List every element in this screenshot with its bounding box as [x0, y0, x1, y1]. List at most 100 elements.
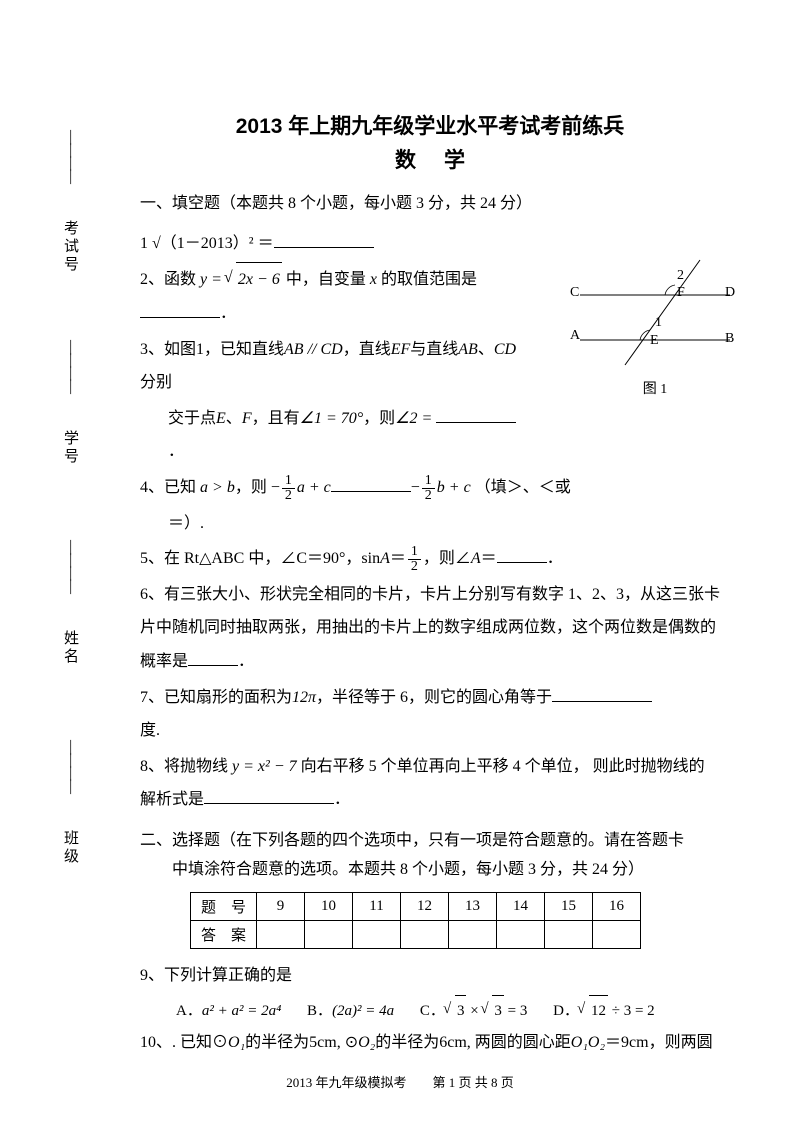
- q2-c: 的取值范围是: [381, 271, 477, 288]
- sqrt-icon: 12: [579, 995, 608, 1026]
- fig-lbl-1: 1: [655, 315, 662, 331]
- page-subtitle: 数学: [140, 144, 720, 174]
- table-cell: [401, 921, 449, 949]
- q5-d: ＝: [481, 550, 497, 567]
- q5-a: 5、在 Rt△ABC 中，∠C＝90°，sin: [140, 550, 380, 567]
- frac-n: 1: [408, 545, 421, 560]
- table-cell: 11: [353, 893, 401, 921]
- sqrt-icon: 2x − 6: [226, 262, 282, 297]
- q2-a: 2、函数: [140, 271, 200, 288]
- frac-d: 2: [422, 489, 435, 503]
- table-row: 题 号 9 10 11 12 13 14 15 16: [191, 893, 641, 921]
- q4-d: ＝）.: [168, 515, 204, 532]
- q4-c: （填＞、＜或: [475, 479, 571, 496]
- fig-lbl-b: B: [725, 331, 734, 347]
- table-cell: [545, 921, 593, 949]
- q2-root: 2x − 6: [236, 262, 282, 297]
- question-5: 5、在 Rt△ABC 中，∠C＝90°，sinA＝12，则∠A＝．: [140, 542, 720, 576]
- question-3-line2: 交于点E、F，且有∠1 = 70°，则∠2 = ．: [140, 402, 520, 469]
- frac-n: 1: [282, 474, 295, 489]
- q3-g: 、: [226, 410, 242, 427]
- page-footer: 2013 年九年级模拟考 第 1 页 共 8 页: [0, 1072, 800, 1091]
- opt-lbl: D．: [553, 1003, 579, 1019]
- page-title: 2013 年上期九年级学业水平考试考前练兵: [140, 110, 720, 140]
- sqrt-body: 3: [492, 995, 504, 1026]
- q7-c: 度.: [140, 722, 160, 739]
- blank: [497, 547, 547, 563]
- frac-d: 2: [408, 560, 421, 574]
- table-cell: 9: [257, 893, 305, 921]
- table-cell: 15: [545, 893, 593, 921]
- q10-a: 10、. 已知⊙: [140, 1034, 228, 1051]
- blank: [274, 232, 374, 248]
- q3-a: 3、如图1，已知直线: [140, 341, 284, 358]
- frac-n: 1: [422, 474, 435, 489]
- question-10: 10、. 已知⊙O₁的半径为5cm, ⊙O₂的半径为6cm, 两圆的圆心距O₁O…: [140, 1026, 720, 1060]
- q3-f: 交于点: [168, 410, 216, 427]
- q3-ang2: ∠2 =: [395, 410, 432, 427]
- table-header: 题 号: [191, 893, 257, 921]
- fig-lbl-2: 2: [677, 268, 684, 284]
- opt-lbl: B．: [307, 1003, 332, 1019]
- question-7: 7、已知扇形的面积为12π，半径等于 6，则它的圆心角等于度.: [140, 681, 720, 748]
- opt-eq: ÷ 3 = 2: [608, 1003, 655, 1019]
- q3-d: 、: [478, 341, 494, 358]
- table-cell: 13: [449, 893, 497, 921]
- q3-abcd: AB // CD: [284, 341, 343, 358]
- q10-o1o2: O₁O₂: [571, 1034, 605, 1051]
- opt-eq: = 3: [504, 1003, 527, 1019]
- q4-b: ，则: [235, 479, 271, 496]
- blank: [140, 302, 220, 318]
- q2-b: 中，自变量: [286, 271, 370, 288]
- q3-c: 与直线: [410, 341, 458, 358]
- q4-mid1: a + c: [297, 479, 331, 496]
- table-cell: 14: [497, 893, 545, 921]
- section2-head: 二、选择题（在下列各题的四个选项中，只有一项是符合题意的。请在答题卡 中填涂符合…: [140, 827, 720, 885]
- q5-b: ＝: [390, 550, 406, 567]
- q2-x: x: [370, 271, 377, 288]
- q3-b: ，直线: [343, 341, 391, 358]
- question-6: 6、有三张大小、形状完全相同的卡片，卡片上分别写有数字 1、2、3，从这三张卡片…: [140, 578, 720, 679]
- table-cell: [497, 921, 545, 949]
- q4-mid2: b + c: [437, 479, 471, 496]
- sqrt-body: 12: [589, 995, 608, 1026]
- q3-e: 分别: [140, 374, 172, 391]
- answer-table: 题 号 9 10 11 12 13 14 15 16 答 案: [190, 892, 641, 949]
- table-cell: [305, 921, 353, 949]
- fraction: 12: [422, 474, 435, 503]
- q7-b: ，半径等于 6，则它的圆心角等于: [316, 689, 552, 706]
- q10-c: 的半径为6cm, 两圆的圆心距: [375, 1034, 571, 1051]
- table-cell: 10: [305, 893, 353, 921]
- fig-lbl-f: F: [677, 285, 685, 301]
- fig-lbl-d: D: [725, 285, 735, 301]
- q7-a: 7、已知扇形的面积为: [140, 689, 292, 706]
- q3-h: ，且有: [252, 410, 300, 427]
- q8-a: 8、将抛物线: [140, 758, 232, 775]
- sqrt-icon: 3: [445, 995, 467, 1026]
- table-header: 答 案: [191, 921, 257, 949]
- q4-agtb: a > b: [200, 479, 235, 496]
- opt-txt: (2a)² = 4a: [332, 1003, 394, 1019]
- q1-text: 1 √（1－2013）² ＝: [140, 235, 274, 252]
- opt-d: D． 12 ÷ 3 = 2: [553, 995, 655, 1026]
- table-cell: [593, 921, 641, 949]
- q5-A2: A: [471, 550, 481, 567]
- q4-a: 4、已知: [140, 479, 200, 496]
- fig-lbl-c: C: [570, 285, 579, 301]
- table-cell: [449, 921, 497, 949]
- question-4-line2: ＝）.: [140, 507, 720, 541]
- sqrt-icon: 3: [482, 995, 504, 1026]
- table-cell: [353, 921, 401, 949]
- fraction: 12: [282, 474, 295, 503]
- q3-ang1: ∠1 = 70°: [300, 410, 364, 427]
- blank: [436, 407, 516, 423]
- table-cell: [257, 921, 305, 949]
- opt-txt: a² + a² = 2a⁴: [202, 1003, 281, 1019]
- q8-expr: y = x² − 7: [232, 758, 297, 775]
- page: 2013 年上期九年级学业水平考试考前练兵 数学 一、填空题（本题共 8 个小题…: [0, 0, 800, 1112]
- blank: [331, 476, 411, 492]
- fraction: 12: [408, 545, 421, 574]
- table-cell: 16: [593, 893, 641, 921]
- q3-i: ，则: [363, 410, 395, 427]
- question-8: 8、将抛物线 y = x² − 7 向右平移 5 个单位再向上平移 4 个单位，…: [140, 750, 720, 817]
